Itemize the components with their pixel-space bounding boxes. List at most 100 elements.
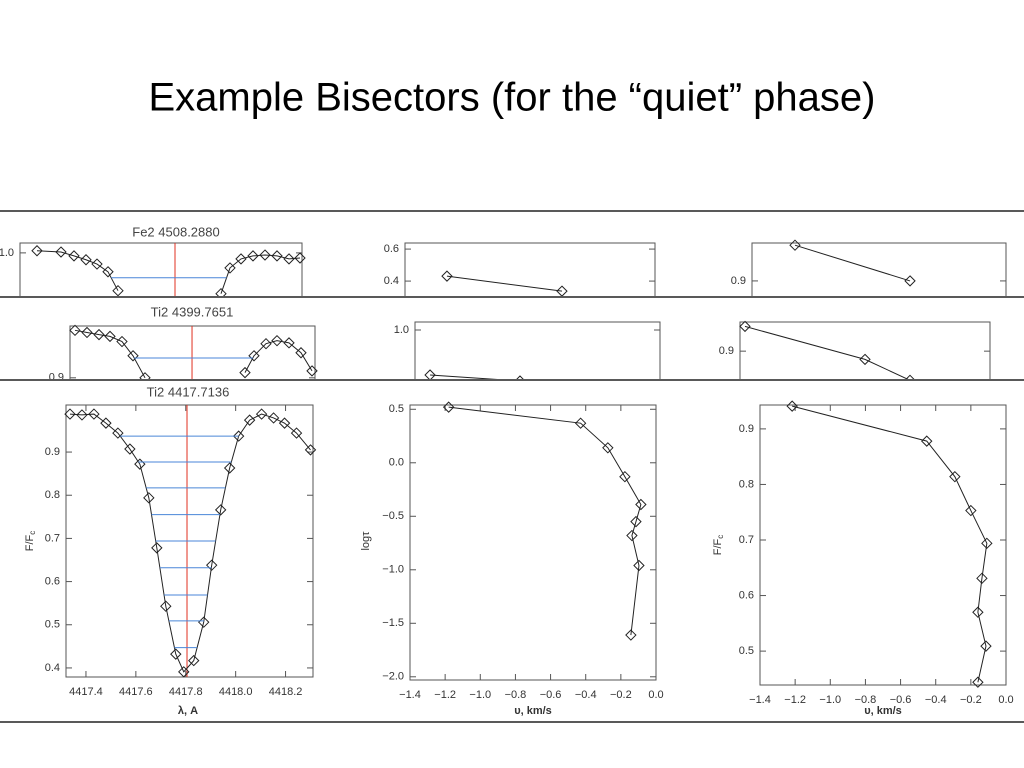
data-point xyxy=(635,498,647,511)
data-point xyxy=(859,353,871,366)
x-tick-label: 4417.4 xyxy=(69,686,103,698)
panel: Ti2 4399.7651 0.9 xyxy=(10,298,335,379)
panel: 0.5 0.0 −0.5 −1.0 −1.5 −2.0 −1.4 −1.2 −1.0 −0.8 −0… xyxy=(350,381,676,720)
data-point xyxy=(127,350,139,362)
y-axis-label: logτ xyxy=(360,531,372,551)
data-point xyxy=(243,414,256,426)
y-tick-label: 0.6 xyxy=(45,575,60,587)
series-line xyxy=(220,254,301,294)
y-tick-label: 0.6 xyxy=(384,243,399,255)
data-point xyxy=(441,270,453,282)
plot-frame xyxy=(759,404,1007,686)
plot-frame xyxy=(414,321,661,379)
panel: 0.9 xyxy=(692,212,1024,296)
data-point xyxy=(232,430,245,442)
data-point xyxy=(139,372,151,379)
x-tick-label: −0.8 xyxy=(505,689,527,701)
data-point xyxy=(93,328,105,341)
plot-frame xyxy=(404,242,656,296)
data-point xyxy=(965,504,977,517)
y-tick-label: 1.0 xyxy=(0,247,14,259)
data-point xyxy=(104,330,116,343)
y-tick-label: 0.6 xyxy=(739,589,754,601)
y-tick-label: 0.8 xyxy=(739,478,754,490)
data-point xyxy=(976,572,988,585)
x-tick-label: 4418.2 xyxy=(269,686,303,698)
y-tick-label: 0.4 xyxy=(45,662,60,674)
x-axis-label: λ, A xyxy=(178,705,198,717)
data-point xyxy=(247,250,259,262)
data-point xyxy=(255,408,268,420)
data-point xyxy=(64,408,76,420)
x-tick-label: 4417.6 xyxy=(119,686,153,698)
series-line xyxy=(244,340,313,373)
data-point xyxy=(625,629,637,641)
data-point xyxy=(271,334,283,347)
data-point xyxy=(626,529,638,542)
data-point xyxy=(214,504,227,516)
panel-title: Ti2 4399.7651 xyxy=(151,304,234,319)
x-tick-label: 0.0 xyxy=(648,689,663,701)
data-point xyxy=(235,253,247,265)
plot-frame xyxy=(409,404,657,681)
data-point xyxy=(972,676,984,688)
x-tick-label: −1.4 xyxy=(749,694,771,706)
data-point xyxy=(178,666,190,678)
data-point xyxy=(980,640,992,652)
y-tick-label: 0.9 xyxy=(739,423,754,435)
panel-background xyxy=(692,212,1024,296)
y-axis-label-sub: c xyxy=(716,535,725,539)
data-point xyxy=(442,401,455,413)
data-point xyxy=(143,492,155,504)
data-point xyxy=(271,250,283,262)
x-tick-label: 4417.8 xyxy=(169,686,203,698)
data-point xyxy=(602,442,614,454)
y-tick-label: 0.8 xyxy=(45,489,60,501)
x-tick-label: −1.2 xyxy=(784,694,806,706)
data-point xyxy=(981,537,993,550)
y-tick-label: −1.0 xyxy=(382,564,404,576)
data-point xyxy=(91,258,103,270)
data-point xyxy=(786,400,798,412)
x-tick-label: 4418.0 xyxy=(219,686,253,698)
x-tick-label: −0.2 xyxy=(610,689,632,701)
series-line xyxy=(36,250,119,291)
y-tick-label: 0.5 xyxy=(45,619,60,631)
data-point xyxy=(215,287,227,296)
series-line xyxy=(792,405,988,683)
data-point xyxy=(151,542,163,554)
plot-frame xyxy=(65,404,314,678)
data-point xyxy=(283,337,295,349)
data-point xyxy=(248,350,260,362)
data-point xyxy=(224,262,236,274)
data-point xyxy=(116,335,128,348)
x-axis-label: υ, km/s xyxy=(514,705,552,717)
data-point xyxy=(306,365,318,377)
x-tick-label: 0.0 xyxy=(998,694,1013,706)
x-tick-label: −1.0 xyxy=(819,694,841,706)
y-tick-label: 0.9 xyxy=(45,446,60,458)
data-point xyxy=(556,285,568,296)
y-tick-label: 0.7 xyxy=(739,534,754,546)
y-axis-label-sub: c xyxy=(28,531,37,535)
data-point xyxy=(304,444,317,456)
panel: 0.9 xyxy=(680,298,1010,379)
data-point xyxy=(81,326,93,339)
data-point xyxy=(574,417,587,429)
data-point xyxy=(88,408,100,420)
x-tick-label: −0.4 xyxy=(925,694,947,706)
data-point xyxy=(69,324,81,337)
series-line xyxy=(69,413,311,673)
data-point xyxy=(295,347,307,359)
panel-title: Ti2 4417.7136 xyxy=(147,384,230,399)
data-point xyxy=(294,252,306,264)
y-tick-label: 0.0 xyxy=(389,457,404,469)
x-axis-label: υ, km/s xyxy=(864,705,902,717)
panel-background xyxy=(355,298,680,379)
data-point xyxy=(905,374,915,379)
x-tick-label: −0.8 xyxy=(855,694,877,706)
data-point xyxy=(424,369,436,379)
data-point xyxy=(112,427,124,439)
data-point xyxy=(55,246,67,258)
